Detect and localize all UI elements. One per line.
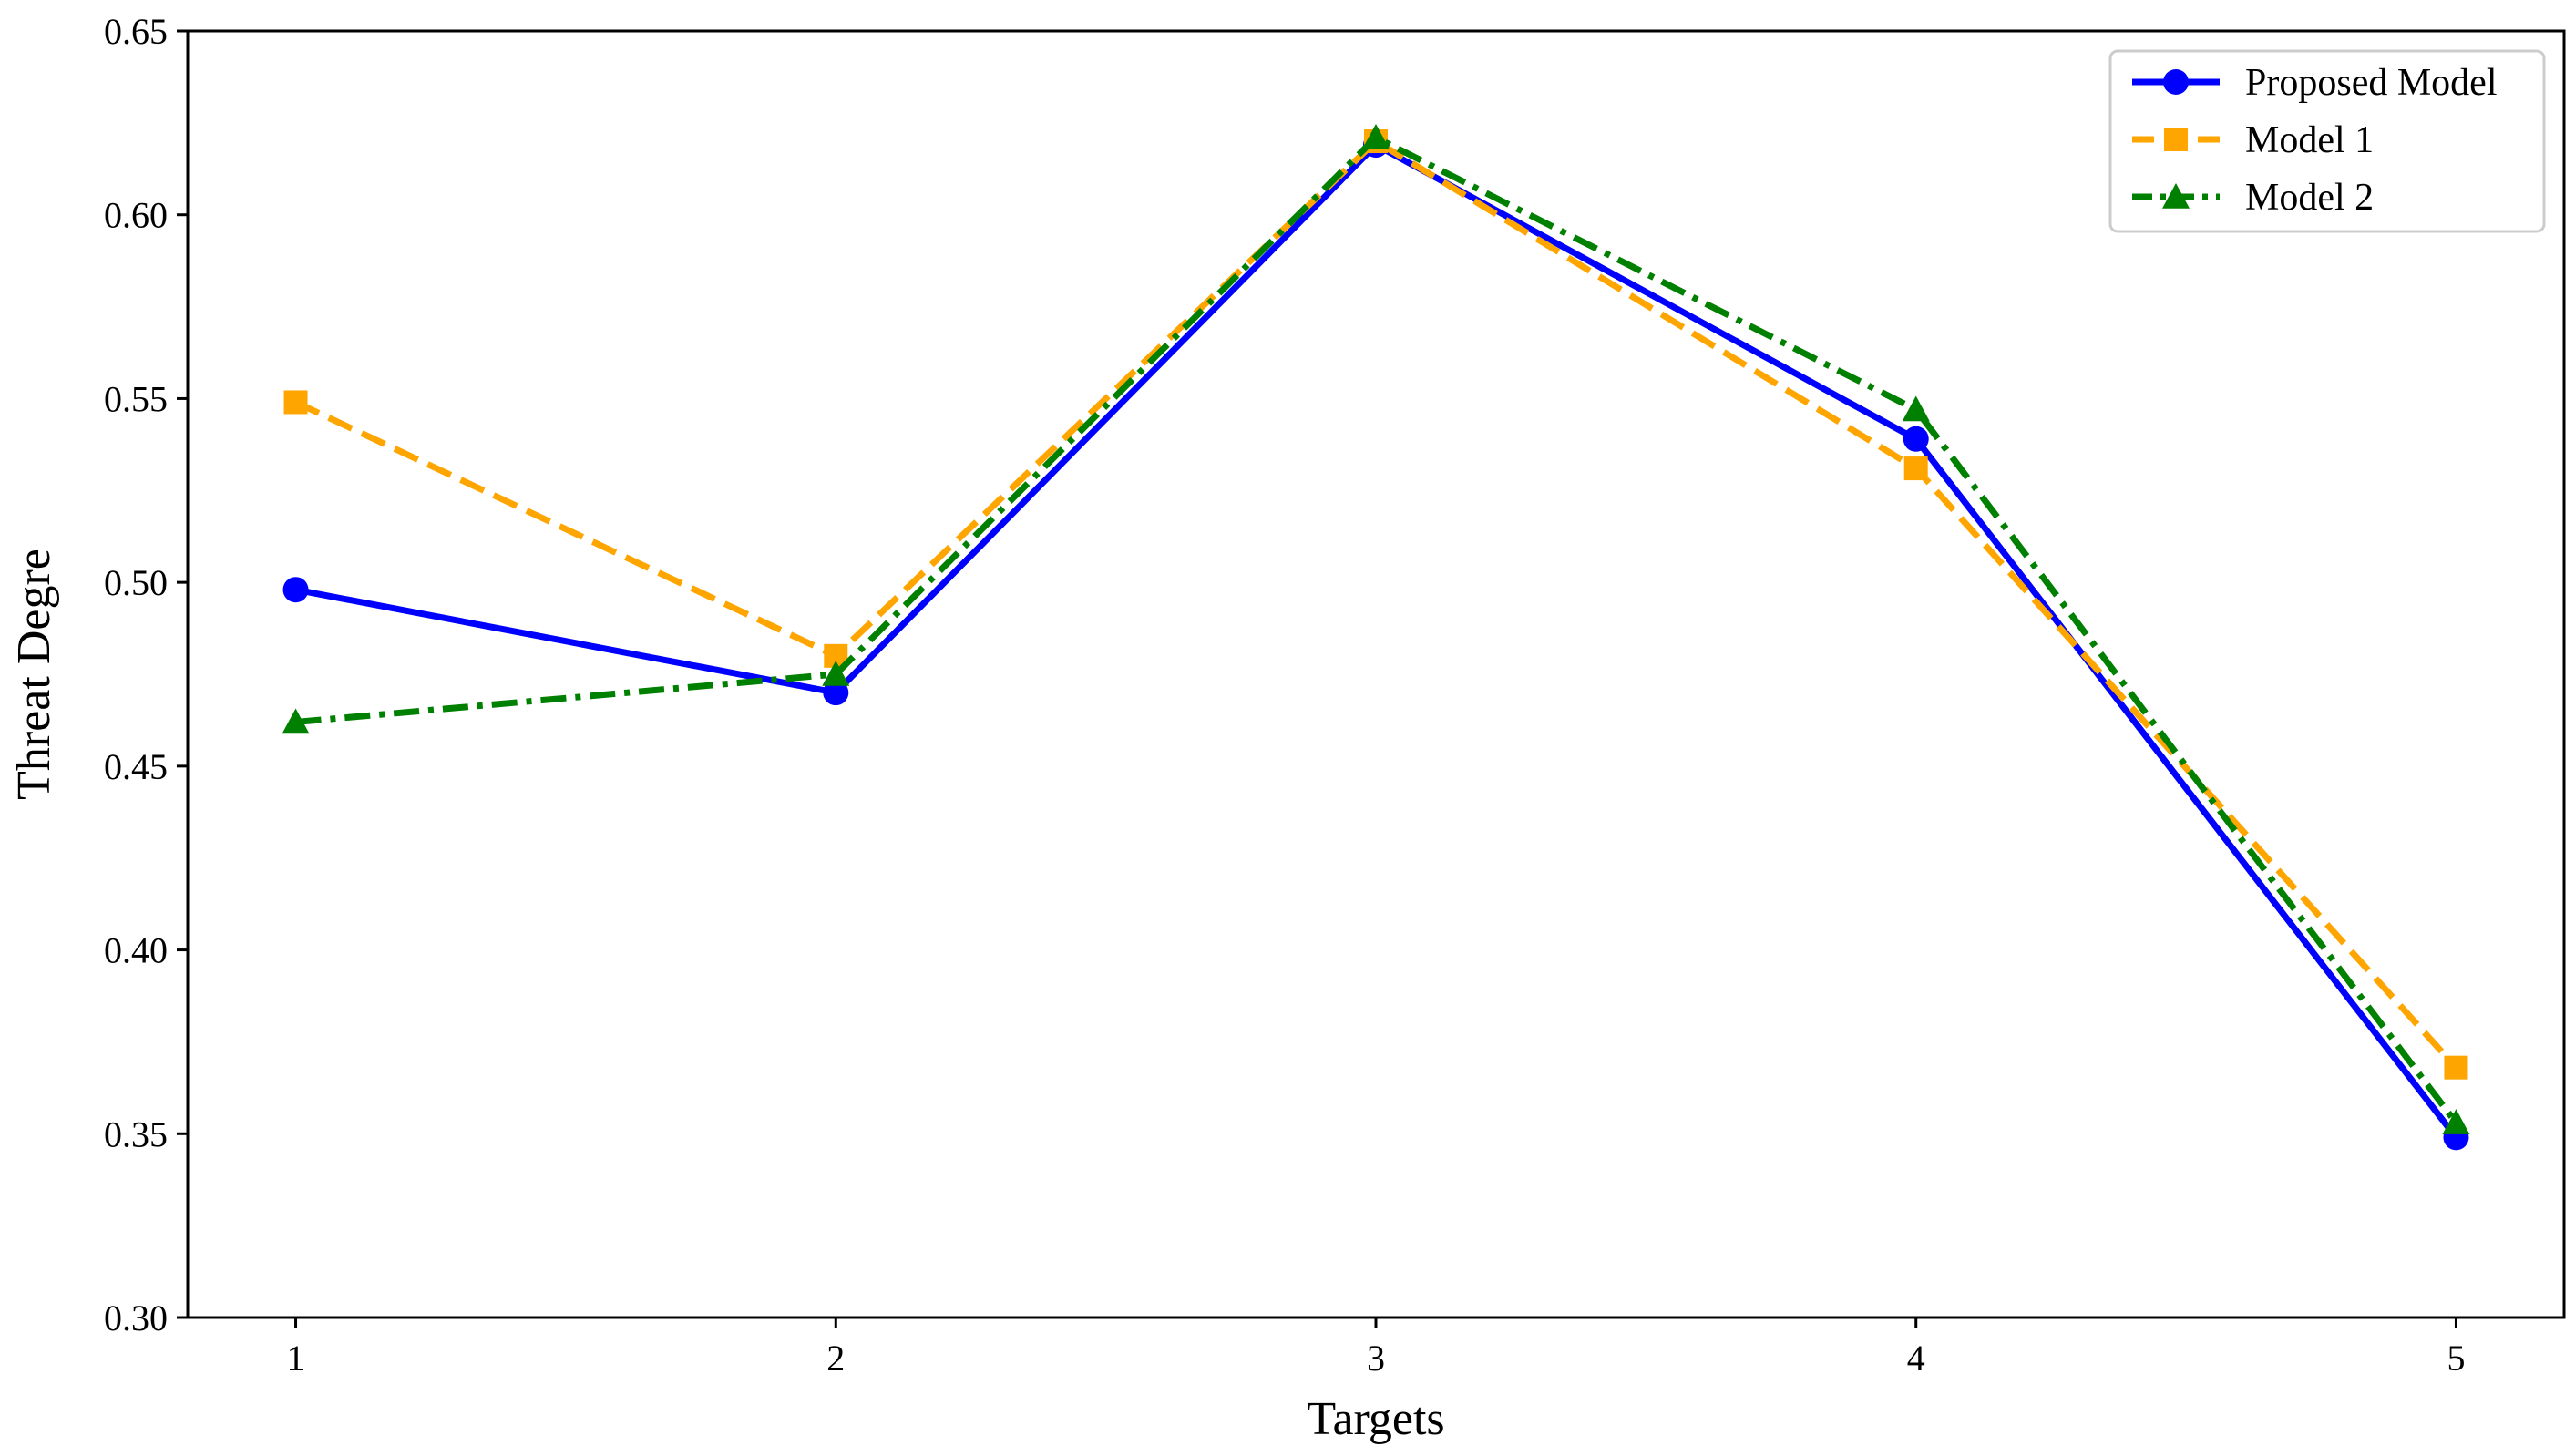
legend-entry-2: Model 1	[2132, 119, 2374, 161]
x-axis-title: Targets	[1307, 1393, 1444, 1445]
x-tick-label-3: 3	[1367, 1338, 1385, 1379]
series-3-point-4	[1902, 395, 1930, 422]
legend-entry-3: Model 2	[2132, 177, 2374, 219]
legend-entry-1: Proposed Model	[2132, 62, 2498, 104]
series-2-point-4	[1903, 456, 1928, 481]
legend-marker-1	[2163, 69, 2189, 95]
x-tick-label-2: 2	[826, 1338, 845, 1379]
series-layer	[282, 123, 2470, 1151]
y-tick-label-7: 0.60	[104, 195, 168, 236]
series-3-point-3	[1362, 123, 1390, 149]
series-1-point-2	[823, 680, 849, 706]
y-tick-label-8: 0.65	[104, 11, 168, 52]
series-1-point-4	[1903, 426, 1929, 452]
y-axis-title: Threat Degre	[8, 549, 60, 800]
series-2-point-1	[283, 390, 308, 415]
y-tick-label-2: 0.35	[104, 1113, 168, 1154]
x-tick-label-1: 1	[287, 1338, 305, 1379]
series-3-point-5	[2442, 1109, 2470, 1134]
legend-label-1: Proposed Model	[2245, 62, 2498, 104]
series-1	[282, 132, 2469, 1151]
series-1-point-1	[282, 577, 309, 603]
y-tick-label-4: 0.45	[104, 746, 168, 787]
legend-label-3: Model 2	[2245, 177, 2374, 219]
x-tick-label-4: 4	[1907, 1338, 1925, 1379]
y-tick-label-6: 0.55	[104, 378, 168, 419]
series-3-line	[295, 134, 2459, 1125]
series-2-line	[294, 138, 2459, 1071]
series-2-point-5	[2444, 1055, 2468, 1080]
series-1-line	[294, 141, 2459, 1140]
series-3-point-1	[282, 708, 310, 734]
y-tick-label-3: 0.40	[104, 930, 168, 971]
y-tick-label-1: 0.30	[104, 1297, 168, 1338]
legend-box	[2108, 49, 2546, 233]
legend-marker-3	[2162, 183, 2190, 209]
legend-label-2: Model 1	[2245, 119, 2374, 161]
series-3-point-2	[822, 661, 850, 686]
x-tick-label-5: 5	[2447, 1338, 2465, 1379]
series-3	[282, 123, 2470, 1134]
legend-marker-2	[2164, 128, 2188, 151]
ticks-layer: 1 2 3 4 5 0.30 0.35 0.40 0.45 0.50 0.55 0.60 0.65	[104, 11, 2465, 1379]
legend: Proposed Model Model 1 Model 2	[2108, 49, 2546, 233]
y-tick-label-5: 0.50	[104, 562, 168, 603]
series-2	[283, 129, 2468, 1080]
